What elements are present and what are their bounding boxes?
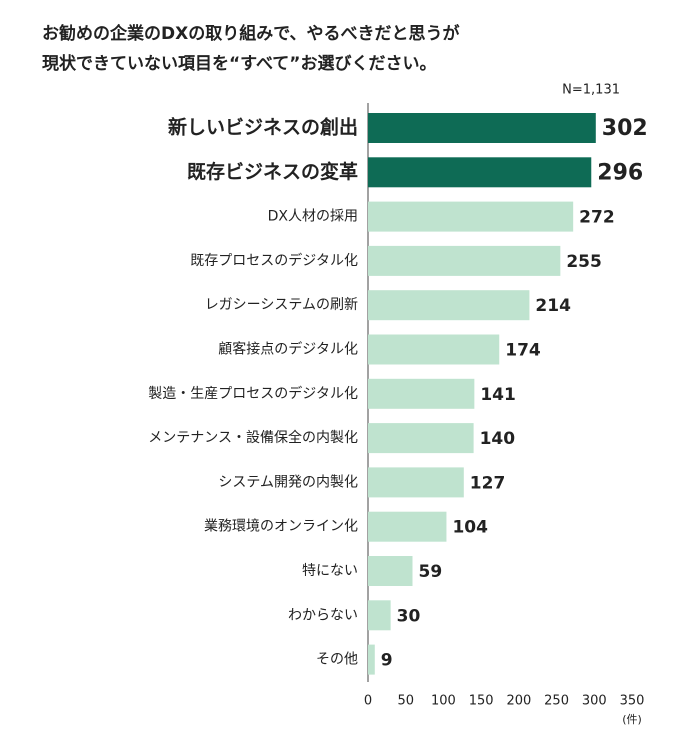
category-label: 特にない: [302, 563, 358, 579]
x-tick-label: 200: [506, 694, 531, 709]
bar: [368, 600, 391, 631]
category-label: 製造・生産プロセスのデジタル化: [148, 385, 358, 402]
bar: [368, 334, 500, 365]
category-label: レガシーシステムの刷新: [205, 297, 358, 313]
value-label: 296: [597, 160, 643, 185]
value-label: 214: [535, 296, 571, 316]
chart-title: お勧めの企業のDXの取り組みで、やるべきだと思うが: [42, 23, 460, 44]
value-label: 30: [397, 606, 421, 626]
category-label: 既存プロセスのデジタル化: [190, 252, 358, 269]
value-label: 174: [505, 341, 541, 361]
value-label: 272: [579, 208, 615, 228]
bar: [368, 245, 561, 276]
sample-note: N=1,131: [562, 83, 620, 98]
bar: [368, 467, 464, 498]
category-label: 新しいビジネスの創出: [168, 116, 358, 139]
category-label: 顧客接点のデジタル化: [218, 341, 358, 358]
x-tick-label: 250: [544, 694, 569, 709]
bar: [368, 423, 474, 454]
chart-title: 現状できていない項目を“すべて”お選びください。: [42, 53, 436, 74]
category-label: 業務環境のオンライン化: [204, 519, 358, 535]
value-label: 140: [480, 429, 516, 449]
category-label: DX人材の採用: [268, 209, 358, 225]
x-tick-label: 350: [620, 694, 645, 709]
x-tick-label: 50: [397, 694, 414, 709]
x-tick-label: 100: [431, 694, 456, 709]
category-label: その他: [316, 652, 358, 668]
value-label: 302: [602, 116, 648, 141]
category-label: システム開発の内製化: [218, 474, 358, 490]
x-tick-label: 300: [582, 694, 607, 709]
bar: [368, 511, 447, 542]
x-tick-label: 150: [469, 694, 494, 709]
bar: [368, 113, 596, 143]
category-label: メンテナンス・設備保全の内製化: [148, 429, 358, 446]
bar: [368, 378, 475, 409]
bar: [368, 556, 413, 586]
bar: [368, 201, 574, 232]
value-label: 9: [381, 651, 393, 671]
bar: [368, 290, 530, 321]
x-unit: (件): [622, 713, 642, 726]
value-label: 104: [452, 518, 488, 538]
bar: [368, 644, 375, 675]
category-label: 既存ビジネスの変革: [187, 160, 358, 183]
value-label: 59: [419, 562, 443, 582]
value-label: 127: [470, 473, 506, 493]
value-label: 255: [566, 252, 602, 272]
bar: [368, 157, 592, 188]
x-tick-label: 0: [364, 694, 372, 709]
category-label: わからない: [288, 607, 358, 623]
value-label: 141: [480, 385, 515, 405]
